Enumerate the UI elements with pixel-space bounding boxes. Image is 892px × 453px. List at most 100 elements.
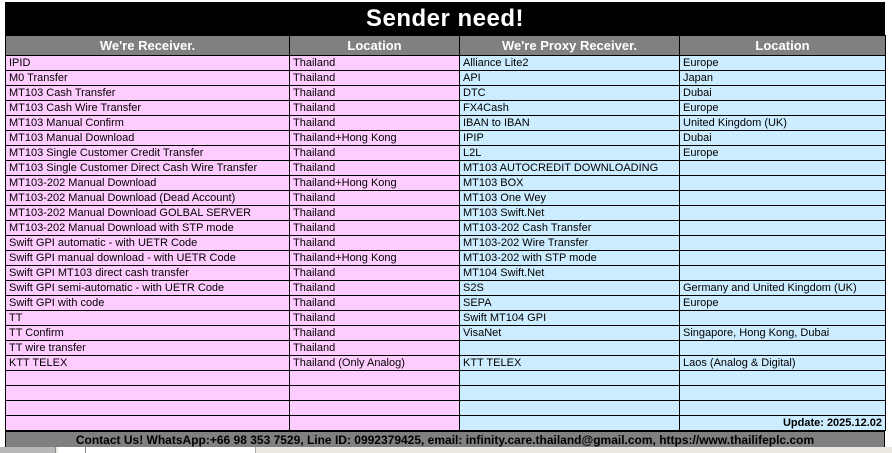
col-header-receiver-location[interactable]: Location: [289, 35, 460, 56]
cell-r10-c4[interactable]: [679, 190, 886, 206]
cell-r16-c2[interactable]: Thailand: [289, 280, 460, 296]
cell-r24-c2[interactable]: [289, 400, 460, 416]
cell-r2-c4[interactable]: Japan: [679, 70, 886, 86]
cell-r16-c4[interactable]: Germany and United Kingdom (UK): [679, 280, 886, 296]
cell-r20-c3[interactable]: [459, 340, 680, 356]
cell-r15-c2[interactable]: Thailand: [289, 265, 460, 281]
cell-r16-c3[interactable]: S2S: [459, 280, 680, 296]
cell-r3-c3[interactable]: DTC: [459, 85, 680, 101]
cell-r24-c1[interactable]: [5, 400, 290, 416]
cell-r12-c4[interactable]: [679, 220, 886, 236]
sheet-tab[interactable]: [0, 447, 56, 453]
cell-r21-c3[interactable]: KTT TELEX: [459, 355, 680, 371]
cell-r22-c2[interactable]: [289, 370, 460, 386]
cell-r10-c3[interactable]: MT103 One Wey: [459, 190, 680, 206]
cell-r4-c1[interactable]: MT103 Cash Wire Transfer: [5, 100, 290, 116]
cell-r21-c1[interactable]: KTT TELEX: [5, 355, 290, 371]
cell-r13-c2[interactable]: Thailand: [289, 235, 460, 251]
cell-r7-c2[interactable]: Thailand: [289, 145, 460, 161]
cell-r18-c3[interactable]: Swift MT104 GPI: [459, 310, 680, 326]
cell-r15-c1[interactable]: Swift GPI MT103 direct cash transfer: [5, 265, 290, 281]
cell-r6-c2[interactable]: Thailand+Hong Kong: [289, 130, 460, 146]
cell-r17-c1[interactable]: Swift GPI with code: [5, 295, 290, 311]
cell-r8-c4[interactable]: [679, 160, 886, 176]
cell-r1-c2[interactable]: Thailand: [289, 55, 460, 71]
cell-r3-c4[interactable]: Dubai: [679, 85, 886, 101]
cell-r8-c3[interactable]: MT103 AUTOCREDIT DOWNLOADING: [459, 160, 680, 176]
cell-r5-c2[interactable]: Thailand: [289, 115, 460, 131]
cell-r14-c2[interactable]: Thailand+Hong Kong: [289, 250, 460, 266]
cell-r5-c4[interactable]: United Kingdom (UK): [679, 115, 886, 131]
cell-r8-c1[interactable]: MT103 Single Customer Direct Cash Wire T…: [5, 160, 290, 176]
update-note-cell[interactable]: Update: 2025.12.02: [679, 415, 886, 431]
cell-r20-c1[interactable]: TT wire transfer: [5, 340, 290, 356]
cell-r10-c1[interactable]: MT103-202 Manual Download (Dead Account): [5, 190, 290, 206]
cell-r25-c1[interactable]: [5, 415, 290, 431]
cell-r19-c2[interactable]: Thailand: [289, 325, 460, 341]
cell-r17-c3[interactable]: SEPA: [459, 295, 680, 311]
cell-r2-c3[interactable]: API: [459, 70, 680, 86]
cell-r9-c4[interactable]: [679, 175, 886, 191]
cell-r25-c3[interactable]: [459, 415, 680, 431]
cell-r8-c2[interactable]: Thailand: [289, 160, 460, 176]
cell-r21-c4[interactable]: Laos (Analog & Digital): [679, 355, 886, 371]
col-header-proxy-location[interactable]: Location: [679, 35, 886, 56]
cell-r5-c1[interactable]: MT103 Manual Confirm: [5, 115, 290, 131]
cell-r6-c1[interactable]: MT103 Manual Download: [5, 130, 290, 146]
col-header-proxy-receiver[interactable]: We're Proxy Receiver.: [459, 35, 680, 56]
cell-r17-c4[interactable]: Europe: [679, 295, 886, 311]
cell-r1-c3[interactable]: Alliance Lite2: [459, 55, 680, 71]
cell-r2-c1[interactable]: M0 Transfer: [5, 70, 290, 86]
cell-r23-c1[interactable]: [5, 385, 290, 401]
cell-r1-c4[interactable]: Europe: [679, 55, 886, 71]
cell-r19-c1[interactable]: TT Confirm: [5, 325, 290, 341]
cell-r2-c2[interactable]: Thailand: [289, 70, 460, 86]
col-header-receiver[interactable]: We're Receiver.: [5, 35, 290, 56]
cell-r24-c3[interactable]: [459, 400, 680, 416]
cell-r11-c1[interactable]: MT103-202 Manual Download GOLBAL SERVER: [5, 205, 290, 221]
cell-r20-c2[interactable]: Thailand: [289, 340, 460, 356]
cell-r4-c4[interactable]: Europe: [679, 100, 886, 116]
cell-r19-c3[interactable]: VisaNet: [459, 325, 680, 341]
cell-r14-c4[interactable]: [679, 250, 886, 266]
cell-r23-c2[interactable]: [289, 385, 460, 401]
cell-r11-c2[interactable]: Thailand: [289, 205, 460, 221]
cell-r6-c3[interactable]: IPIP: [459, 130, 680, 146]
cell-r16-c1[interactable]: Swift GPI semi-automatic - with UETR Cod…: [5, 280, 290, 296]
cell-r12-c2[interactable]: Thailand: [289, 220, 460, 236]
cell-r5-c3[interactable]: IBAN to IBAN: [459, 115, 680, 131]
cell-r18-c4[interactable]: [679, 310, 886, 326]
cell-r13-c3[interactable]: MT103-202 Wire Transfer: [459, 235, 680, 251]
cell-r7-c4[interactable]: Europe: [679, 145, 886, 161]
cell-r14-c3[interactable]: MT103-202 with STP mode: [459, 250, 680, 266]
cell-r14-c1[interactable]: Swift GPI manual download - with UETR Co…: [5, 250, 290, 266]
cell-r12-c3[interactable]: MT103-202 Cash Transfer: [459, 220, 680, 236]
cell-r9-c3[interactable]: MT103 BOX: [459, 175, 680, 191]
sheet-tab-active[interactable]: [58, 447, 86, 453]
cell-r9-c1[interactable]: MT103-202 Manual Download: [5, 175, 290, 191]
cell-r10-c2[interactable]: Thailand: [289, 190, 460, 206]
cell-r20-c4[interactable]: [679, 340, 886, 356]
cell-r17-c2[interactable]: Thailand: [289, 295, 460, 311]
cell-r4-c3[interactable]: FX4Cash: [459, 100, 680, 116]
cell-r23-c3[interactable]: [459, 385, 680, 401]
cell-r23-c4[interactable]: [679, 385, 886, 401]
cell-r22-c4[interactable]: [679, 370, 886, 386]
cell-r11-c3[interactable]: MT103 Swift.Net: [459, 205, 680, 221]
cell-r25-c2[interactable]: [289, 415, 460, 431]
cell-r11-c4[interactable]: [679, 205, 886, 221]
cell-r4-c2[interactable]: Thailand: [289, 100, 460, 116]
cell-r1-c1[interactable]: IPID: [5, 55, 290, 71]
cell-r18-c2[interactable]: Thailand: [289, 310, 460, 326]
cell-r3-c2[interactable]: Thailand: [289, 85, 460, 101]
cell-r3-c1[interactable]: MT103 Cash Transfer: [5, 85, 290, 101]
cell-r15-c3[interactable]: MT104 Swift.Net: [459, 265, 680, 281]
cell-r19-c4[interactable]: Singapore, Hong Kong, Dubai: [679, 325, 886, 341]
cell-r22-c3[interactable]: [459, 370, 680, 386]
cell-r13-c1[interactable]: Swift GPI automatic - with UETR Code: [5, 235, 290, 251]
cell-r13-c4[interactable]: [679, 235, 886, 251]
cell-r21-c2[interactable]: Thailand (Only Analog): [289, 355, 460, 371]
cell-r18-c1[interactable]: TT: [5, 310, 290, 326]
cell-r9-c2[interactable]: Thailand+Hong Kong: [289, 175, 460, 191]
cell-r15-c4[interactable]: [679, 265, 886, 281]
